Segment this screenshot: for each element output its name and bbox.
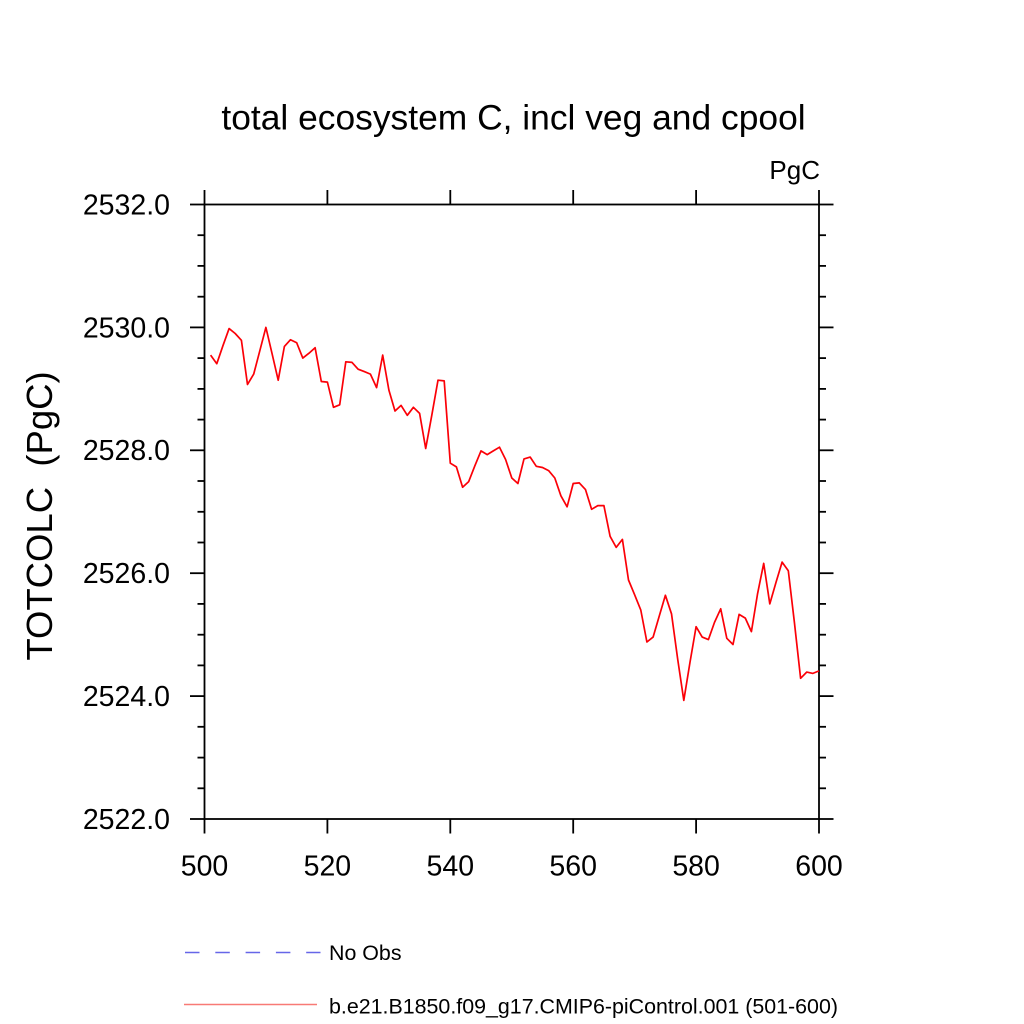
svg-text:PgC: PgC: [769, 155, 820, 185]
svg-text:b.e21.B1850.f09_g17.CMIP6-piCo: b.e21.B1850.f09_g17.CMIP6-piControl.001 …: [329, 994, 838, 1018]
svg-text:600: 600: [795, 851, 843, 883]
svg-text:500: 500: [181, 851, 229, 883]
svg-text:total ecosystem C, incl veg an: total ecosystem C, incl veg and cpool: [221, 98, 805, 138]
svg-text:2526.0: 2526.0: [83, 558, 170, 590]
svg-text:520: 520: [304, 851, 352, 883]
svg-text:2522.0: 2522.0: [83, 804, 170, 836]
svg-text:580: 580: [672, 851, 720, 883]
svg-text:No Obs: No Obs: [329, 941, 402, 965]
svg-text:2530.0: 2530.0: [83, 312, 170, 344]
svg-text:2528.0: 2528.0: [83, 435, 170, 467]
svg-text:540: 540: [427, 851, 475, 883]
svg-text:TOTCOLC (PgC): TOTCOLC (PgC): [19, 371, 60, 660]
svg-text:2524.0: 2524.0: [83, 681, 170, 713]
svg-text:560: 560: [549, 851, 597, 883]
svg-text:2532.0: 2532.0: [83, 189, 170, 221]
